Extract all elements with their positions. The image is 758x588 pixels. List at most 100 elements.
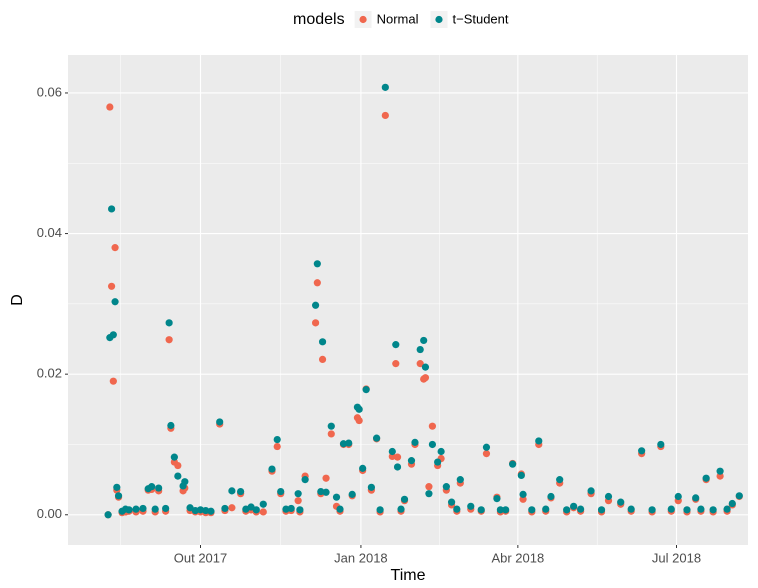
point bbox=[348, 490, 356, 498]
point bbox=[376, 506, 384, 514]
point bbox=[207, 507, 215, 515]
point bbox=[339, 440, 348, 448]
point bbox=[517, 471, 525, 480]
point bbox=[735, 492, 743, 500]
point bbox=[493, 495, 501, 503]
point bbox=[151, 505, 159, 513]
point bbox=[139, 504, 147, 513]
point bbox=[570, 502, 578, 510]
point bbox=[638, 447, 646, 455]
point bbox=[165, 319, 173, 327]
point bbox=[367, 483, 375, 491]
point bbox=[425, 490, 433, 498]
point bbox=[191, 506, 199, 515]
point bbox=[311, 301, 320, 309]
point bbox=[216, 418, 224, 426]
point bbox=[111, 298, 119, 306]
point bbox=[519, 495, 527, 503]
point bbox=[196, 506, 205, 514]
point bbox=[597, 506, 606, 514]
point bbox=[228, 504, 236, 512]
point bbox=[311, 319, 320, 327]
point bbox=[355, 416, 363, 425]
point bbox=[174, 472, 182, 480]
point bbox=[388, 452, 396, 461]
point bbox=[332, 493, 341, 501]
point bbox=[442, 483, 450, 491]
point bbox=[411, 438, 419, 446]
point bbox=[604, 492, 613, 501]
point bbox=[467, 502, 475, 510]
x-tick-label: Out 2017 bbox=[174, 550, 228, 565]
y-tick-label: 0.02 bbox=[37, 366, 62, 381]
point bbox=[509, 460, 517, 468]
point bbox=[301, 476, 309, 484]
point bbox=[113, 483, 121, 491]
point bbox=[345, 439, 353, 447]
point bbox=[434, 458, 442, 466]
point bbox=[674, 492, 682, 501]
point bbox=[132, 505, 140, 513]
point bbox=[125, 506, 133, 514]
point bbox=[428, 440, 437, 449]
point bbox=[287, 504, 295, 513]
point bbox=[528, 506, 536, 514]
point bbox=[336, 505, 344, 513]
panel bbox=[68, 55, 748, 545]
point bbox=[148, 483, 156, 491]
point bbox=[420, 336, 428, 345]
legend-marker bbox=[359, 15, 367, 24]
point bbox=[425, 483, 433, 491]
point bbox=[392, 360, 400, 368]
point bbox=[114, 492, 123, 500]
point bbox=[519, 490, 527, 498]
point bbox=[165, 336, 173, 344]
point bbox=[400, 495, 409, 503]
point bbox=[327, 430, 335, 438]
point bbox=[294, 490, 302, 498]
point bbox=[111, 244, 119, 252]
point bbox=[167, 421, 175, 430]
point bbox=[273, 442, 281, 451]
point bbox=[709, 506, 717, 514]
point bbox=[397, 505, 405, 513]
point bbox=[322, 474, 330, 482]
x-tick-label: Jan 2018 bbox=[334, 550, 388, 565]
point bbox=[362, 386, 370, 394]
point bbox=[453, 505, 461, 513]
point bbox=[723, 505, 731, 513]
point bbox=[393, 463, 402, 471]
point bbox=[657, 440, 665, 449]
point bbox=[416, 360, 424, 368]
point bbox=[104, 511, 112, 519]
point bbox=[202, 506, 210, 515]
point bbox=[577, 505, 585, 513]
point bbox=[252, 506, 260, 514]
point bbox=[728, 499, 736, 508]
point bbox=[373, 434, 381, 442]
point bbox=[277, 487, 285, 496]
legend-title: models bbox=[293, 11, 345, 28]
x-axis-title: Time bbox=[391, 567, 426, 584]
point bbox=[421, 363, 430, 371]
point bbox=[496, 506, 505, 514]
point bbox=[535, 437, 543, 445]
point bbox=[547, 492, 555, 501]
x-tick-label: Jul 2018 bbox=[652, 550, 701, 565]
point bbox=[106, 103, 114, 111]
y-tick-label: 0.04 bbox=[37, 225, 62, 240]
point bbox=[447, 498, 456, 506]
x-tick-label: Abr 2018 bbox=[491, 550, 544, 565]
point bbox=[162, 504, 170, 513]
point bbox=[313, 260, 321, 268]
y-tick-label: 0.00 bbox=[37, 506, 62, 521]
point bbox=[327, 422, 335, 430]
y-axis-title: D bbox=[9, 294, 26, 306]
point bbox=[155, 484, 163, 492]
point bbox=[692, 494, 700, 502]
point bbox=[667, 505, 675, 513]
point bbox=[381, 83, 389, 91]
point bbox=[587, 487, 595, 495]
point bbox=[716, 472, 724, 480]
